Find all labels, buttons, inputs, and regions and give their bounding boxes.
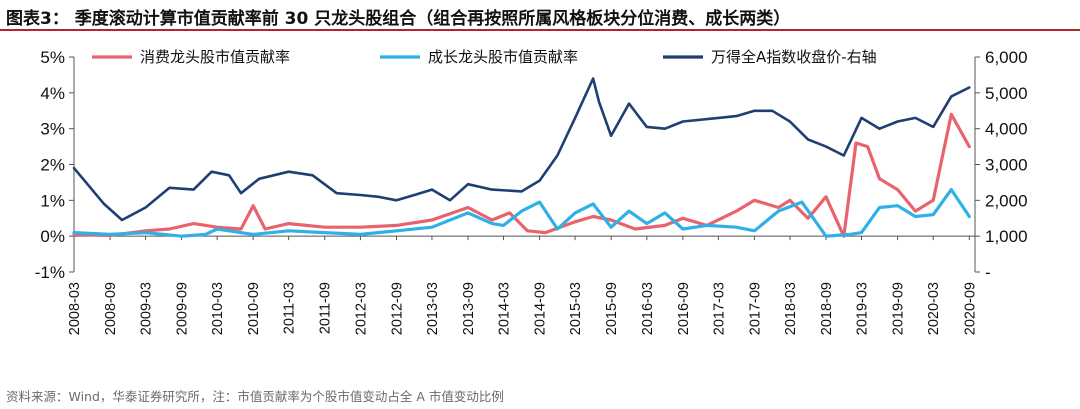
x-tick-label: 2010-03 — [210, 282, 226, 335]
x-tick-label: 2010-09 — [246, 282, 262, 335]
x-tick-label: 2008-03 — [67, 282, 83, 335]
legend-label: 消费龙头股市值贡献率 — [140, 48, 290, 66]
x-tick-label: 2018-09 — [819, 282, 835, 335]
legend-label: 成长龙头股市值贡献率 — [428, 48, 578, 66]
right-axis-ticks: - 1,000 2,000 3,000 4,000 5,000 6,000 — [975, 48, 1028, 282]
x-tick-label: 2013-09 — [461, 282, 477, 335]
x-tick-label: 2012-09 — [389, 282, 405, 335]
title-rule — [0, 29, 1080, 31]
right-tick-label: 4,000 — [985, 120, 1028, 139]
series-line-2 — [72, 77, 971, 222]
left-tick-label: 0% — [40, 227, 65, 246]
chart-title: 图表3： 季度滚动计算市值贡献率前 30 只龙头股组合（组合再按照所属风格板块分… — [0, 0, 1080, 31]
left-tick-label: 4% — [40, 84, 65, 103]
legend: 消费龙头股市值贡献率 成长龙头股市值贡献率 万得全A指数收盘价-右轴 — [92, 48, 877, 66]
left-axis-ticks: -1% 0% 1% 2% 3% 4% 5% — [35, 48, 74, 282]
series-lines — [72, 77, 971, 238]
series-line-0 — [72, 112, 971, 238]
x-tick-label: 2016-09 — [676, 282, 692, 335]
x-tick-label: 2020-09 — [962, 282, 978, 335]
x-tick-label: 2017-03 — [711, 282, 727, 335]
x-tick-label: 2014-09 — [533, 282, 549, 335]
x-tick-label: 2015-03 — [568, 282, 584, 335]
x-tick-label: 2012-03 — [353, 282, 369, 335]
right-tick-label: 5,000 — [985, 84, 1028, 103]
left-tick-label: 2% — [40, 156, 65, 175]
x-tick-label: 2018-03 — [783, 282, 799, 335]
right-tick-label: 1,000 — [985, 227, 1028, 246]
series-line-1 — [72, 188, 971, 238]
x-tick-label: 2008-09 — [103, 282, 119, 335]
x-tick-label: 2011-03 — [282, 282, 298, 334]
x-tick-label: 2020-03 — [926, 282, 942, 335]
x-tick-label: 2011-09 — [318, 282, 334, 334]
x-tick-label: 2009-09 — [175, 282, 191, 335]
x-tick-label: 2015-09 — [604, 282, 620, 335]
left-tick-label: 5% — [40, 48, 65, 67]
right-tick-label: - — [985, 263, 991, 282]
x-tick-label: 2019-03 — [854, 282, 870, 335]
x-tick-label: 2014-03 — [497, 282, 513, 335]
right-tick-label: 6,000 — [985, 48, 1028, 67]
legend-label: 万得全A指数收盘价-右轴 — [711, 48, 877, 66]
x-tick-label: 2016-03 — [640, 282, 656, 335]
x-tick-label: 2019-09 — [891, 282, 907, 335]
x-tick-label: 2013-03 — [425, 282, 441, 335]
x-tick-label: 2009-03 — [139, 282, 155, 335]
source-note: 资料来源：Wind，华泰证券研究所，注：市值贡献率为个股市值变动占全 A 市值变… — [6, 389, 504, 404]
right-tick-label: 2,000 — [985, 191, 1028, 210]
x-tick-label: 2017-09 — [747, 282, 763, 335]
left-tick-label: -1% — [35, 263, 65, 282]
left-tick-label: 3% — [40, 120, 65, 139]
chart-title-text: 图表3： 季度滚动计算市值贡献率前 30 只龙头股组合（组合再按照所属风格板块分… — [6, 9, 791, 29]
left-tick-label: 1% — [40, 191, 65, 210]
right-tick-label: 3,000 — [985, 156, 1028, 175]
x-axis-ticks: 2008-03 2008-09 2009-03 2009-09 2010-03 2010-… — [67, 236, 978, 335]
